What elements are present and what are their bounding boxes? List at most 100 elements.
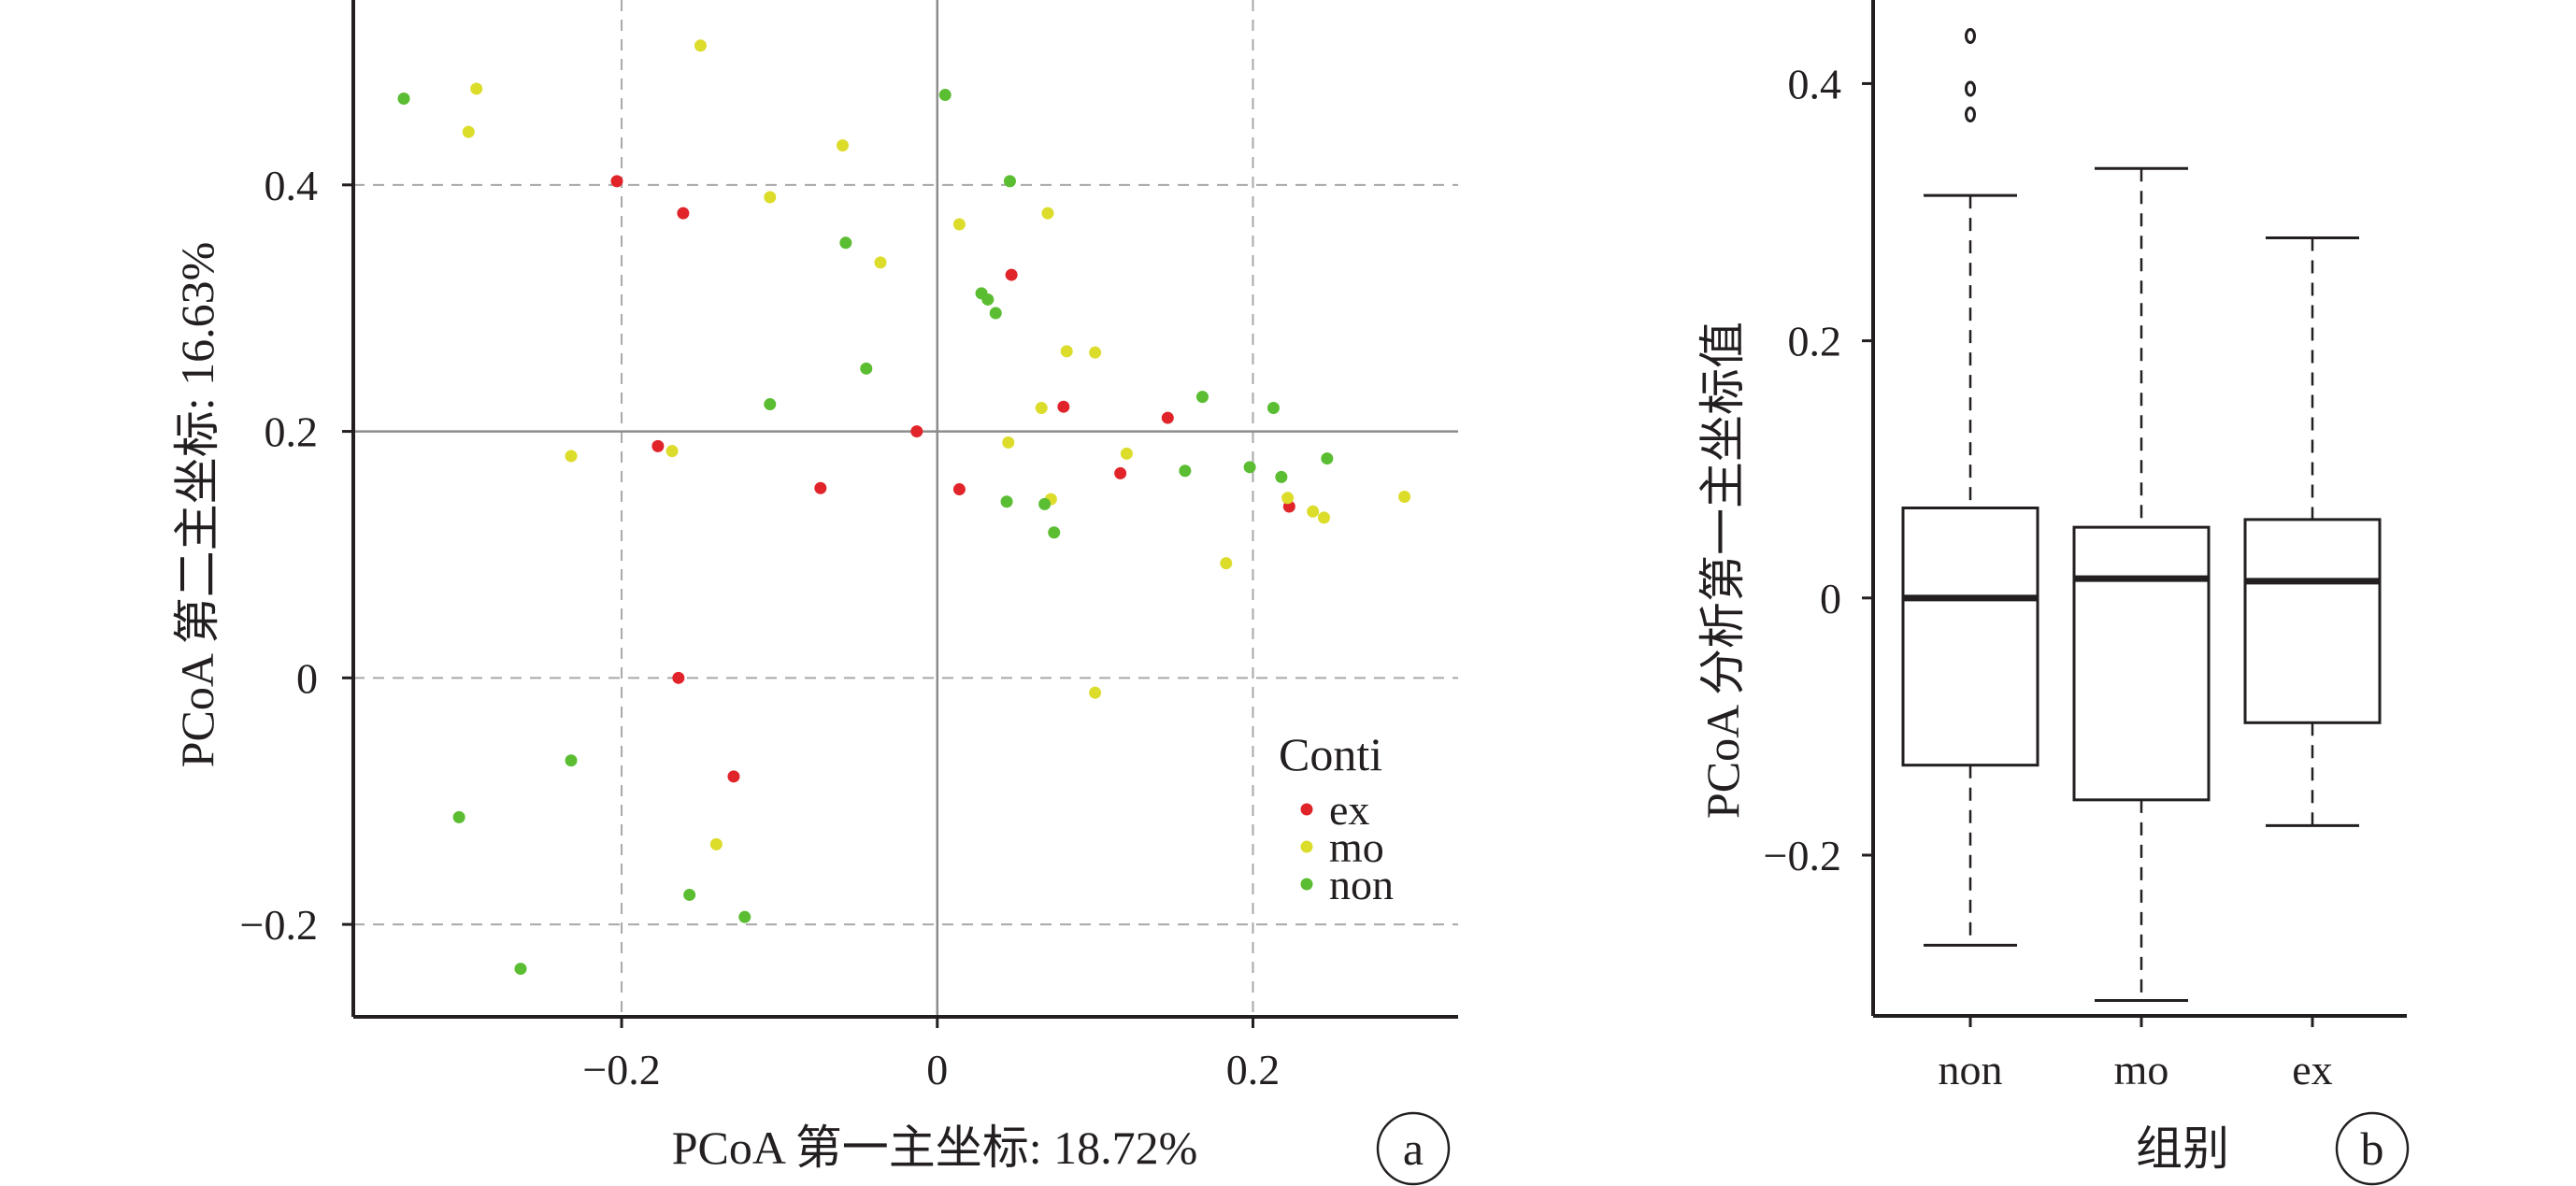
b-x-tick-label: ex xyxy=(2292,1046,2332,1093)
a-legend-marker-mo xyxy=(1300,840,1313,853)
a-point-mo xyxy=(1220,557,1233,570)
panel-b-boxplot: −0.2 0 0.2 0.4 non mo ex 组别 PCoA 分析第一主坐标值 b xyxy=(1696,0,2410,1186)
a-panel-tag: a xyxy=(1376,1111,1451,1186)
a-y-tick-label: 0.2 xyxy=(265,408,319,456)
a-point-ex xyxy=(814,481,827,494)
a-point-non xyxy=(1048,526,1061,539)
a-point-mo xyxy=(874,256,887,269)
a-point-ex xyxy=(952,483,966,496)
a-point-non xyxy=(452,810,465,823)
a-point-mo xyxy=(836,139,849,152)
a-legend-marker-ex xyxy=(1300,803,1313,816)
a-point-non xyxy=(989,307,1002,320)
a-point-non xyxy=(1321,452,1334,465)
a-x-axis-label: PCoA 第一主坐标: 18.72% xyxy=(672,1122,1198,1174)
a-point-non xyxy=(1243,461,1256,474)
a-point-non xyxy=(565,754,578,767)
a-point-ex xyxy=(651,439,665,452)
a-point-non xyxy=(1038,497,1052,510)
a-point-ex xyxy=(1057,400,1070,413)
b-x-axis-label: 组别 xyxy=(2136,1122,2229,1175)
a-panel-tag-label: a xyxy=(1403,1122,1424,1175)
a-point-non xyxy=(514,963,527,976)
a-point-non xyxy=(839,236,852,250)
a-gridlines xyxy=(353,0,1458,1017)
a-point-non xyxy=(1195,391,1209,404)
b-x-tick-label: non xyxy=(1939,1046,2003,1093)
a-tick-labels: −0.2 0 0.2 −0.2 0 0.2 0.4 xyxy=(240,162,1281,1093)
a-point-mo xyxy=(952,218,966,231)
b-y-tick-label: −0.2 xyxy=(1764,832,1841,879)
a-point-non xyxy=(981,293,995,306)
a-point-mo xyxy=(565,450,578,463)
a-point-mo xyxy=(665,445,679,458)
b-box-mo xyxy=(2072,525,2211,802)
a-x-tick-label: 0.2 xyxy=(1226,1046,1281,1093)
a-legend-label-non: non xyxy=(1329,861,1394,908)
b-y-axis-label: PCoA 分析第一主坐标值 xyxy=(1696,322,1749,819)
a-point-mo xyxy=(1060,345,1073,358)
b-panel-tag: b xyxy=(2335,1111,2410,1186)
a-point-non xyxy=(1267,402,1280,415)
a-point-mo xyxy=(709,837,723,850)
panel-a-scatter: −0.2 0 0.2 −0.2 0 0.2 0.4 PCoA 第一主坐标: 18.72% P… xyxy=(171,0,1458,1186)
a-point-non xyxy=(738,910,751,923)
a-point-non xyxy=(1000,495,1013,508)
b-boxes xyxy=(1901,28,2382,1002)
a-point-mo xyxy=(1041,207,1054,220)
a-point-mo xyxy=(470,82,483,95)
a-legend-marker-non xyxy=(1300,878,1313,891)
b-axes xyxy=(1862,0,2407,1027)
b-outlier xyxy=(1965,80,1976,97)
a-point-non xyxy=(938,89,952,102)
a-y-tick-label: 0 xyxy=(296,654,318,702)
a-point-ex xyxy=(610,175,623,188)
a-axes xyxy=(342,0,1458,1028)
a-point-ex xyxy=(672,671,685,684)
a-point-mo xyxy=(462,125,475,138)
b-panel-tag-label: b xyxy=(2361,1122,2384,1175)
a-y-tick-label: −0.2 xyxy=(240,901,318,949)
a-point-non xyxy=(1179,464,1192,478)
a-legend-label-mo: mo xyxy=(1329,823,1384,871)
a-reference-lines xyxy=(353,0,1458,1017)
a-point-mo xyxy=(1307,505,1320,518)
a-point-non xyxy=(1275,470,1288,483)
a-point-ex xyxy=(1114,466,1127,479)
a-point-mo xyxy=(1035,402,1048,415)
a-point-non xyxy=(764,398,777,411)
b-panel-tag-circle xyxy=(2335,1111,2410,1186)
b-y-tick-label: 0.4 xyxy=(1788,60,1842,107)
a-point-mo xyxy=(1120,447,1133,460)
a-x-tick-label: −0.2 xyxy=(582,1046,660,1093)
b-tick-labels: −0.2 0 0.2 0.4 non mo ex xyxy=(1764,60,2333,1093)
a-points xyxy=(397,39,1411,976)
b-outlier xyxy=(1965,106,1976,122)
a-point-mo xyxy=(1281,492,1295,505)
a-point-ex xyxy=(727,770,740,783)
a-x-tick-label: 0 xyxy=(926,1046,948,1093)
a-point-mo xyxy=(1398,490,1411,503)
b-y-tick-label: 0 xyxy=(1820,575,1841,622)
b-outlier xyxy=(1965,28,1976,45)
a-point-ex xyxy=(910,425,923,438)
a-point-mo xyxy=(694,39,707,52)
a-point-ex xyxy=(1005,268,1018,281)
a-point-ex xyxy=(1161,411,1174,424)
a-point-mo xyxy=(764,191,777,204)
b-x-tick-label: mo xyxy=(2114,1046,2169,1093)
a-point-mo xyxy=(1089,686,1102,699)
b-y-tick-label: 0.2 xyxy=(1788,318,1842,365)
a-point-mo xyxy=(1317,511,1330,524)
a-legend-label-ex: ex xyxy=(1329,786,1369,834)
a-point-non xyxy=(860,362,873,375)
b-box-ex xyxy=(2243,518,2382,724)
a-y-tick-label: 0.4 xyxy=(265,162,319,209)
b-box-non xyxy=(1901,507,2039,767)
a-point-non xyxy=(1003,175,1016,188)
a-panel-tag-circle xyxy=(1376,1111,1451,1186)
a-point-ex xyxy=(677,207,690,220)
a-y-axis-label: PCoA 第二主坐标: 16.63% xyxy=(171,242,223,768)
